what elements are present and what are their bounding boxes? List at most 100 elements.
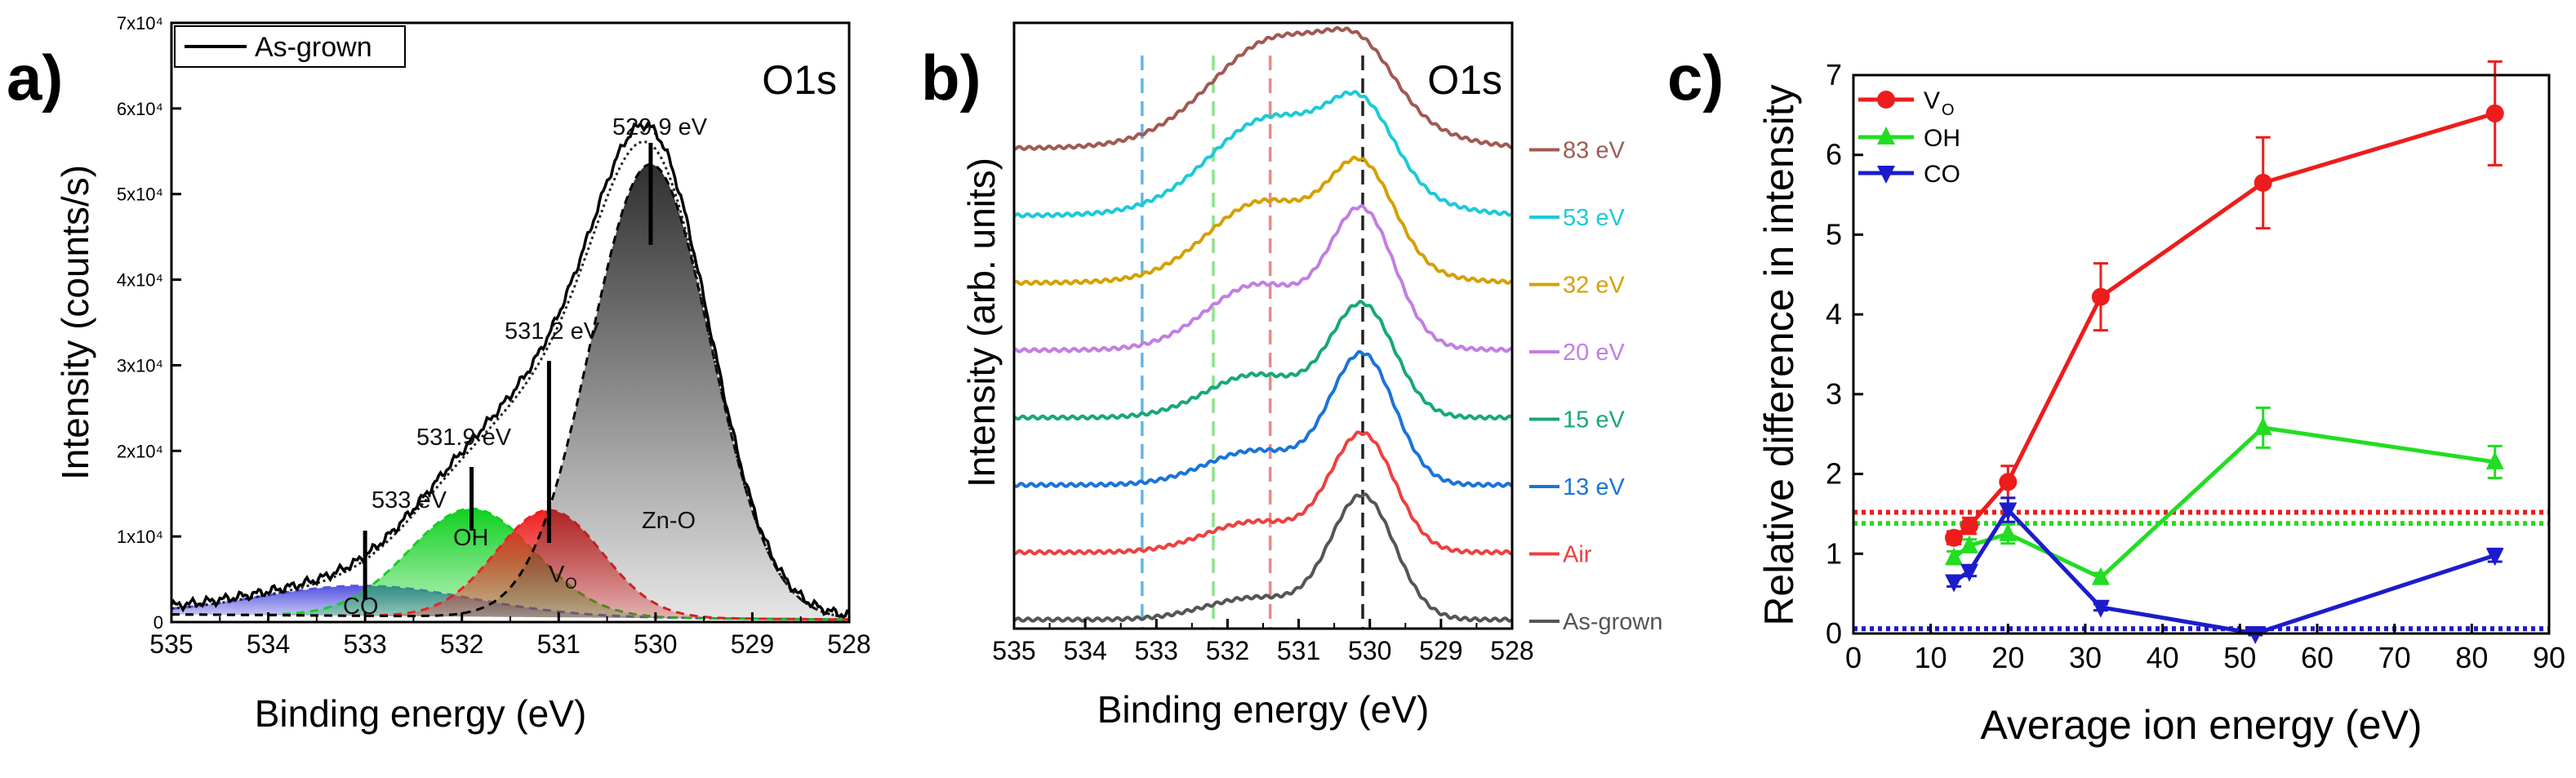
peak-name-oh: OH <box>453 525 489 551</box>
y-tick-label: 5 <box>1826 217 1842 251</box>
data-point <box>1960 535 1978 553</box>
series-line-oh <box>1952 425 2496 580</box>
data-point <box>2091 599 2110 618</box>
x-tick-label: 80 <box>2455 641 2488 674</box>
x-axis-label: Average ion energy (eV) <box>1980 702 2422 748</box>
data-point <box>2091 567 2110 585</box>
y-tick-label: 3 <box>1826 377 1842 411</box>
panel-label-b: b) <box>921 42 981 113</box>
peak-name-vo: V <box>549 562 565 588</box>
legend-label-subscript: O <box>1942 101 1955 119</box>
plot-frame <box>1852 73 2551 635</box>
y-tick-label: 4 <box>1826 297 1842 331</box>
x-tick-label: 528 <box>1490 636 1533 665</box>
data-point <box>2246 626 2265 644</box>
data-point <box>1999 502 2018 521</box>
x-tick-label: 60 <box>2301 641 2334 674</box>
x-tick-label: 529 <box>1419 636 1462 665</box>
spectrum-line-air <box>1013 430 1512 556</box>
x-tick-label: 535 <box>149 629 193 659</box>
peak-energy-label: 531.2 eV <box>505 318 600 345</box>
legend-marker <box>1877 127 1895 144</box>
x-tick-label: 529 <box>731 629 774 659</box>
x-tick-label: 40 <box>2147 641 2179 674</box>
legend-marker <box>1877 91 1895 109</box>
legend-marker <box>1877 166 1895 184</box>
spectrum-line-13-ev <box>1012 349 1514 488</box>
peak-energy-label: 531.9 eV <box>416 425 512 451</box>
legend-label: Air <box>1563 542 1592 568</box>
panel-c: c) 0 10 20 30 40 50 60 70 80 90 0 1 2 3 4 5 6 7 Average ion… <box>1667 42 2565 748</box>
legend-label: CO <box>1924 161 1960 188</box>
spectrum-line-15-ev <box>1012 300 1514 421</box>
y-tick-label: 3x10⁴ <box>117 355 163 376</box>
y-tick-label: 1x10⁴ <box>117 527 163 547</box>
peak-energy-label: 529.9 eV <box>612 114 708 140</box>
x-tick-label: 70 <box>2378 641 2411 674</box>
series-line-v <box>1952 111 2496 540</box>
y-tick-label: 0 <box>153 612 163 633</box>
data-point <box>2485 548 2504 567</box>
x-tick-label: 532 <box>1206 636 1249 665</box>
peak-fill-v_o <box>171 510 849 620</box>
x-tick-label: 530 <box>634 629 677 659</box>
x-tick-label: 535 <box>992 636 1035 665</box>
y-tick-label: 2x10⁴ <box>117 441 163 461</box>
peak-energy-label: 533 eV <box>371 487 447 513</box>
legend-label: 13 eV <box>1563 474 1625 500</box>
data-point <box>1945 528 1964 547</box>
x-tick-label: 10 <box>1915 641 1947 674</box>
x-tick-label: 531 <box>1277 636 1320 665</box>
x-tick-label: 0 <box>1845 641 1862 674</box>
x-tick-label: 530 <box>1348 636 1391 665</box>
x-tick-label: 534 <box>247 629 290 659</box>
peak-name-zno: Zn-O <box>642 508 696 534</box>
series-line-co <box>1952 506 2496 636</box>
x-tick-label: 534 <box>1063 636 1106 665</box>
legend-label: V <box>1924 87 1940 114</box>
x-tick-label: 20 <box>1991 641 2024 674</box>
x-tick-label: 90 <box>2533 641 2565 674</box>
y-axis-label: Intensity (arb. units) <box>960 158 1003 487</box>
x-tick-label: 533 <box>343 629 386 659</box>
peak-name-vo-subscript: O <box>565 576 577 593</box>
x-tick-label: 532 <box>440 629 483 659</box>
legend-label: OH <box>1924 125 1960 152</box>
legend-label: 53 eV <box>1563 205 1625 231</box>
y-tick-label: 7 <box>1826 58 1842 91</box>
as-grown-spectrum-line <box>170 121 849 619</box>
x-tick-label: 50 <box>2223 641 2256 674</box>
x-tick-label: 30 <box>2069 641 2102 674</box>
data-point <box>1999 522 2018 541</box>
legend-label: 20 eV <box>1563 340 1625 366</box>
y-tick-label: 6x10⁴ <box>117 99 163 119</box>
x-tick-label: 531 <box>537 629 581 659</box>
y-tick-label: 1 <box>1826 536 1842 570</box>
data-point <box>1945 547 1964 566</box>
legend-label: As-grown <box>1563 609 1663 635</box>
data-point <box>2485 104 2504 122</box>
data-point <box>2485 451 2504 469</box>
data-point <box>2253 416 2272 435</box>
panel-a: a) 533 eV 531.9 eV 531.2 eV 529.9 eV CO OH V O Zn… <box>7 13 871 735</box>
peak-name-co: CO <box>343 594 379 620</box>
spectrum-line-53-ev <box>1012 90 1514 219</box>
x-axis-label: Binding energy (eV) <box>1097 688 1430 731</box>
panel-label-a: a) <box>7 42 63 113</box>
legend-label: 83 eV <box>1563 138 1625 164</box>
plot-frame <box>1012 21 1514 630</box>
data-point <box>2091 287 2110 306</box>
panel-label-c: c) <box>1667 42 1724 113</box>
y-tick-label: 6 <box>1826 138 1842 171</box>
x-axis-label: Binding energy (eV) <box>255 692 587 735</box>
peak-fill-zn-o <box>171 164 849 620</box>
data-point <box>1960 517 1978 536</box>
data-point <box>1999 473 2018 491</box>
panel-title: O1s <box>1427 57 1502 103</box>
y-axis-label: Intensity (counts/s) <box>54 165 96 480</box>
legend-label-as-grown: As-grown <box>255 32 372 63</box>
data-point <box>1960 563 1978 582</box>
y-axis-label: Relative difference in intensity <box>1756 84 1802 625</box>
y-tick-label: 0 <box>1826 616 1842 650</box>
